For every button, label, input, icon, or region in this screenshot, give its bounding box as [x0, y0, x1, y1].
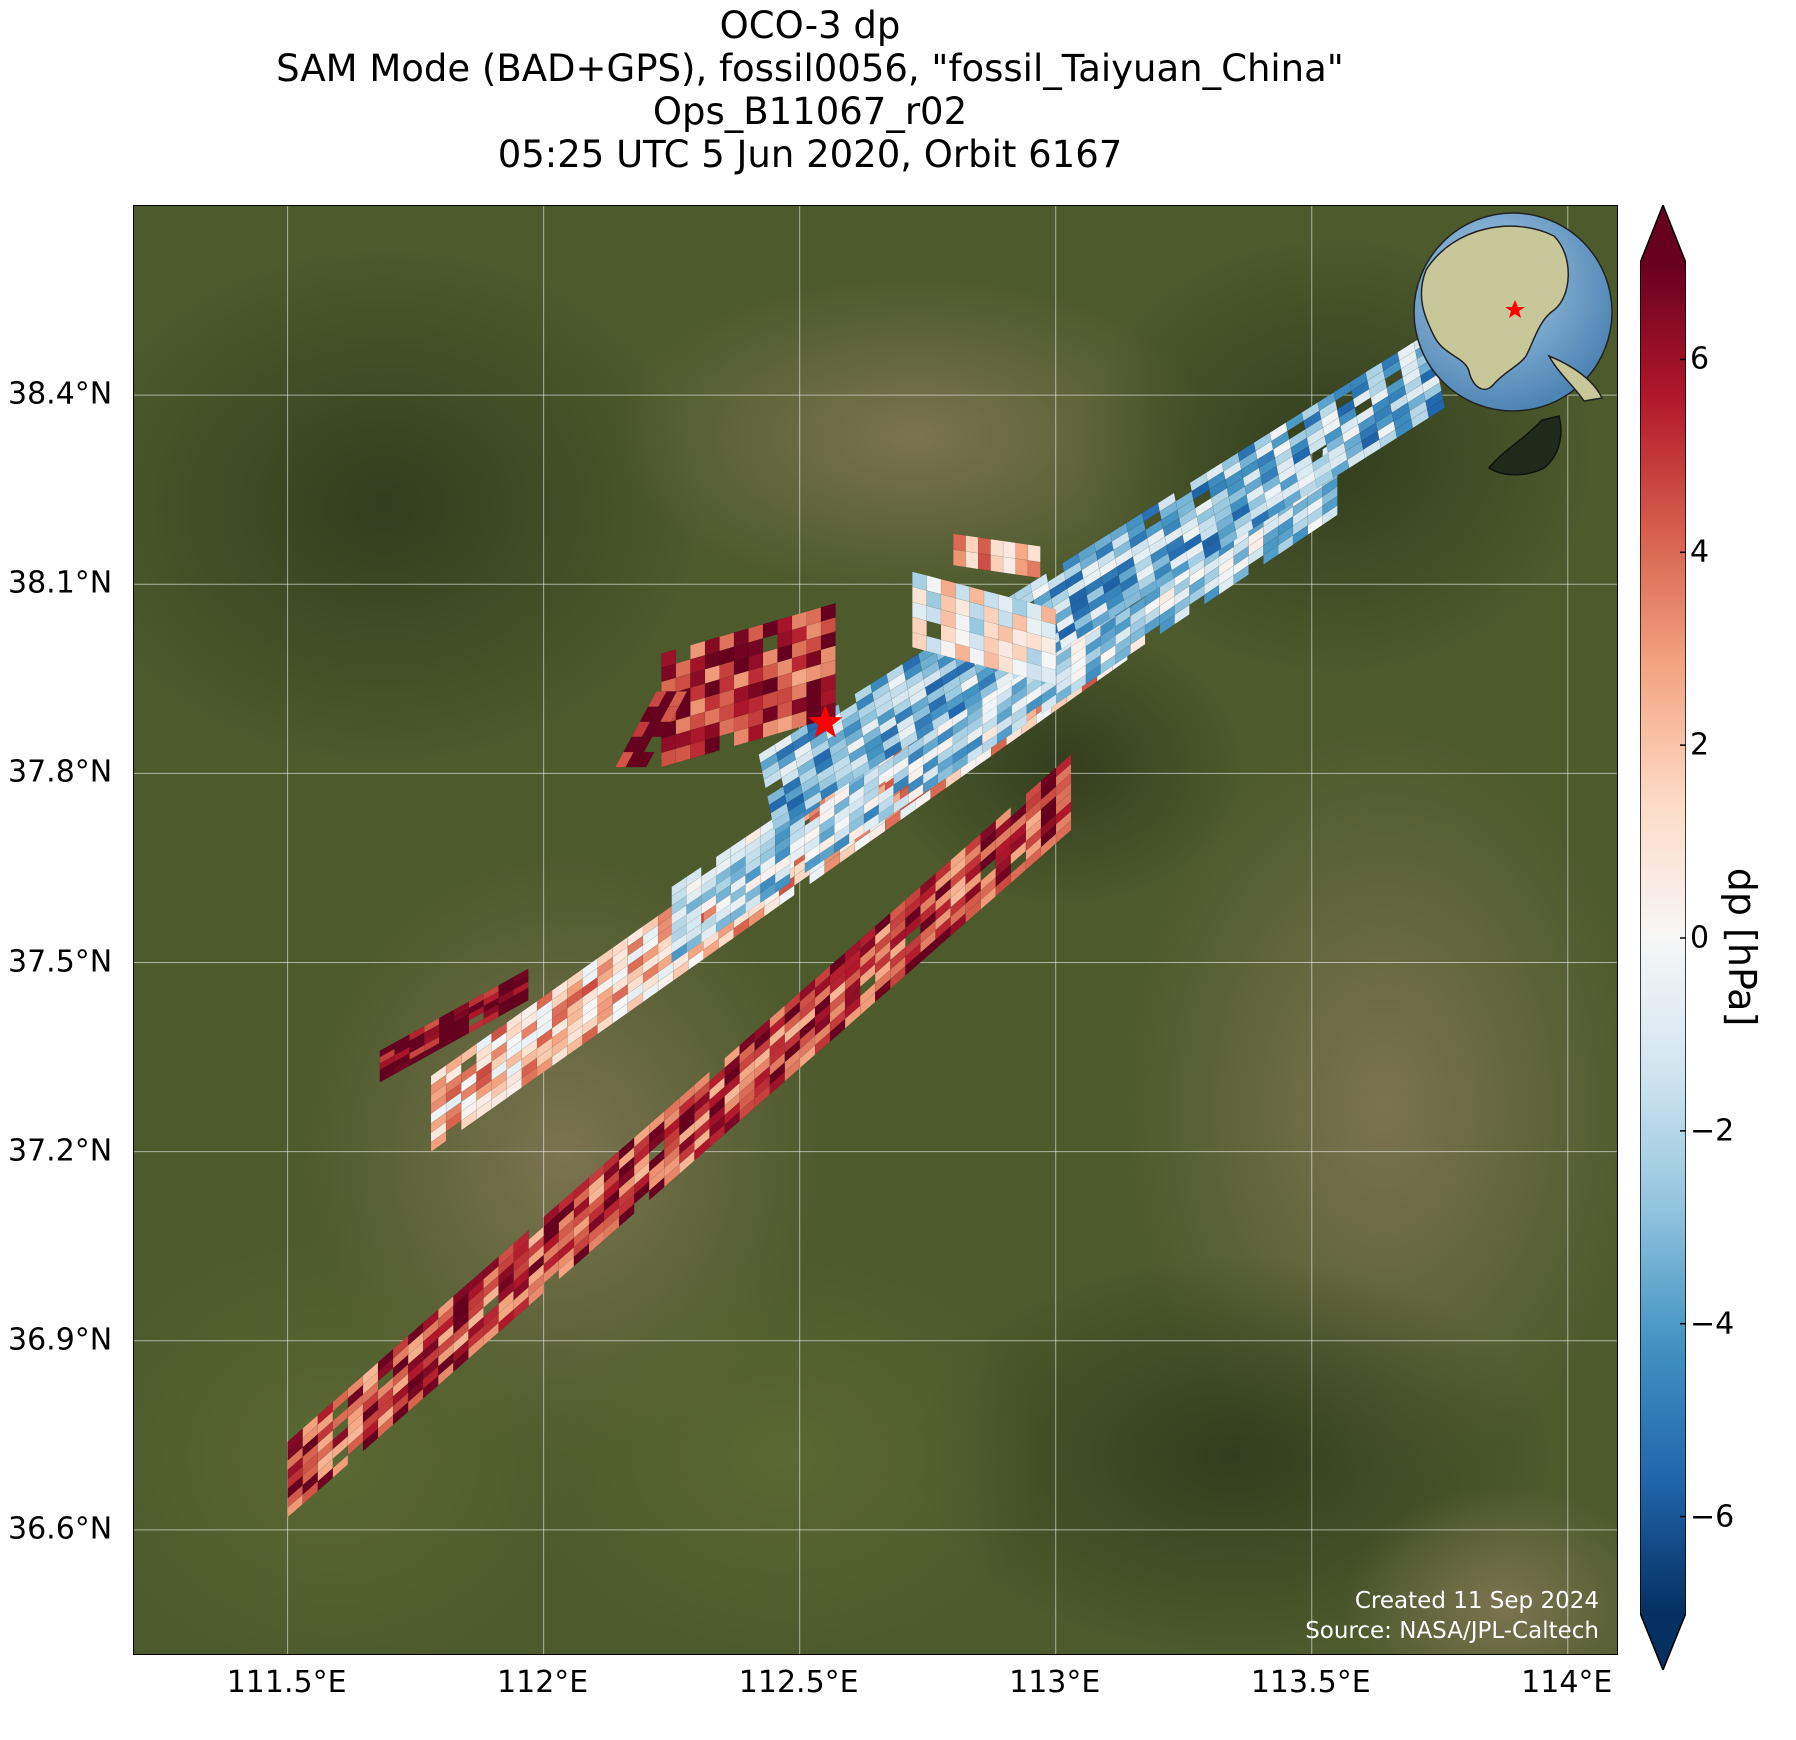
sounding-cell: [668, 691, 688, 707]
swath-8[interactable]: [379, 968, 529, 1083]
x-tick-label: 113.5°E: [1250, 1665, 1371, 1700]
sounding-cell: [978, 552, 991, 572]
sounding-cell: [1002, 540, 1016, 559]
swath-4[interactable]: [758, 331, 1446, 831]
swath-9[interactable]: [614, 691, 688, 768]
sounding-cell: [775, 873, 791, 894]
colorbar-extend-bottom: [1640, 1613, 1686, 1670]
target-star-icon: [808, 705, 843, 738]
chart-title-block: OCO-3 dp SAM Mode (BAD+GPS), fossil0056,…: [0, 4, 1620, 176]
sounding-cell: [953, 549, 966, 568]
sounding-cell: [1015, 542, 1029, 561]
title-line-3: Ops_B11067_r02: [652, 90, 968, 133]
sounding-cell: [1027, 544, 1041, 563]
sounding-cell: [953, 533, 966, 552]
y-tick-label: 37.8°N: [8, 754, 113, 790]
sounding-cell: [430, 1131, 447, 1153]
x-tick-label: 111.5°E: [226, 1665, 347, 1700]
sounding-cell: [990, 538, 1004, 558]
x-tick-label: 112.5°E: [738, 1665, 859, 1700]
colorbar-tick-label: −4: [1690, 1306, 1735, 1342]
globe-land-shape: [1420, 225, 1569, 390]
title-line-4: 05:25 UTC 5 Jun 2020, Orbit 6167: [497, 133, 1123, 176]
title-line-1: OCO-3 dp: [719, 4, 901, 47]
y-tick-label: 38.4°N: [8, 376, 113, 412]
sounding-cell: [704, 735, 720, 755]
y-tick-label: 36.9°N: [8, 1322, 113, 1358]
sounding-cell: [635, 751, 655, 768]
target-marker: [808, 705, 843, 738]
colorbar-tick-label: 2: [1690, 727, 1710, 763]
colorbar-tick-label: −2: [1690, 1113, 1735, 1149]
inset-globe: [1413, 212, 1613, 412]
swath-5[interactable]: [661, 602, 836, 768]
globe-star-icon: [1505, 300, 1525, 318]
colorbar-tick-label: −6: [1690, 1499, 1735, 1535]
sounding-cell: [1002, 556, 1016, 575]
sounding-cell: [965, 535, 979, 554]
colorbar-tick-label: 6: [1690, 341, 1710, 377]
sounding-cell: [1233, 564, 1249, 585]
map-canvas[interactable]: [134, 206, 1618, 1655]
swath-1[interactable]: [287, 754, 1072, 1518]
sounding-cell: [978, 537, 991, 556]
y-tick-label: 36.6°N: [8, 1511, 113, 1547]
sounding-cell: [990, 554, 1004, 573]
reservoir-shape: [1487, 415, 1562, 476]
sounding-cell: [1011, 713, 1027, 735]
gridlines: [134, 206, 1617, 1654]
sounding-cell: [965, 551, 979, 570]
y-tick-label: 37.5°N: [8, 944, 113, 980]
swath-6[interactable]: [912, 571, 1056, 686]
sounding-cell: [779, 885, 795, 907]
sounding-cell: [332, 1454, 349, 1479]
sounding-cell: [1055, 820, 1072, 844]
y-tick-label: 38.1°N: [8, 565, 113, 601]
sounding-swaths[interactable]: [287, 331, 1446, 1518]
credit-created: Created 11 Sep 2024: [1354, 1588, 1599, 1614]
sounding-cell: [618, 1203, 635, 1228]
colorbar-body: [1640, 263, 1686, 1613]
sounding-cell: [1015, 558, 1029, 577]
sounding-cell: [1027, 560, 1041, 579]
title-line-2: SAM Mode (BAD+GPS), fossil0056, "fossil_…: [276, 47, 1344, 90]
sounding-cell: [1322, 505, 1338, 526]
sounding-cell: [1426, 398, 1446, 419]
colorbar-title: dp [hPa]: [1720, 867, 1764, 1027]
swath-7[interactable]: [953, 533, 1041, 579]
x-tick-label: 112°E: [497, 1665, 589, 1700]
sounding-cell: [1174, 604, 1190, 625]
colorbar-tick-label: 0: [1690, 920, 1710, 956]
x-tick-label: 114°E: [1521, 1665, 1613, 1700]
map-panel[interactable]: Created 11 Sep 2024 Source: NASA/JPL-Cal…: [133, 205, 1618, 1655]
colorbar-extend-top: [1640, 205, 1686, 263]
colorbar-tick-label: 4: [1690, 534, 1710, 570]
sounding-cell: [1041, 665, 1056, 686]
credit-source: Source: NASA/JPL-Caltech: [1305, 1618, 1599, 1644]
sounding-cell: [1130, 634, 1146, 655]
sounding-cell: [528, 1282, 544, 1307]
colorbar: [1640, 205, 1686, 1670]
x-tick-label: 113°E: [1009, 1665, 1101, 1700]
sounding-cell: [513, 968, 529, 984]
y-tick-label: 37.2°N: [8, 1133, 113, 1169]
